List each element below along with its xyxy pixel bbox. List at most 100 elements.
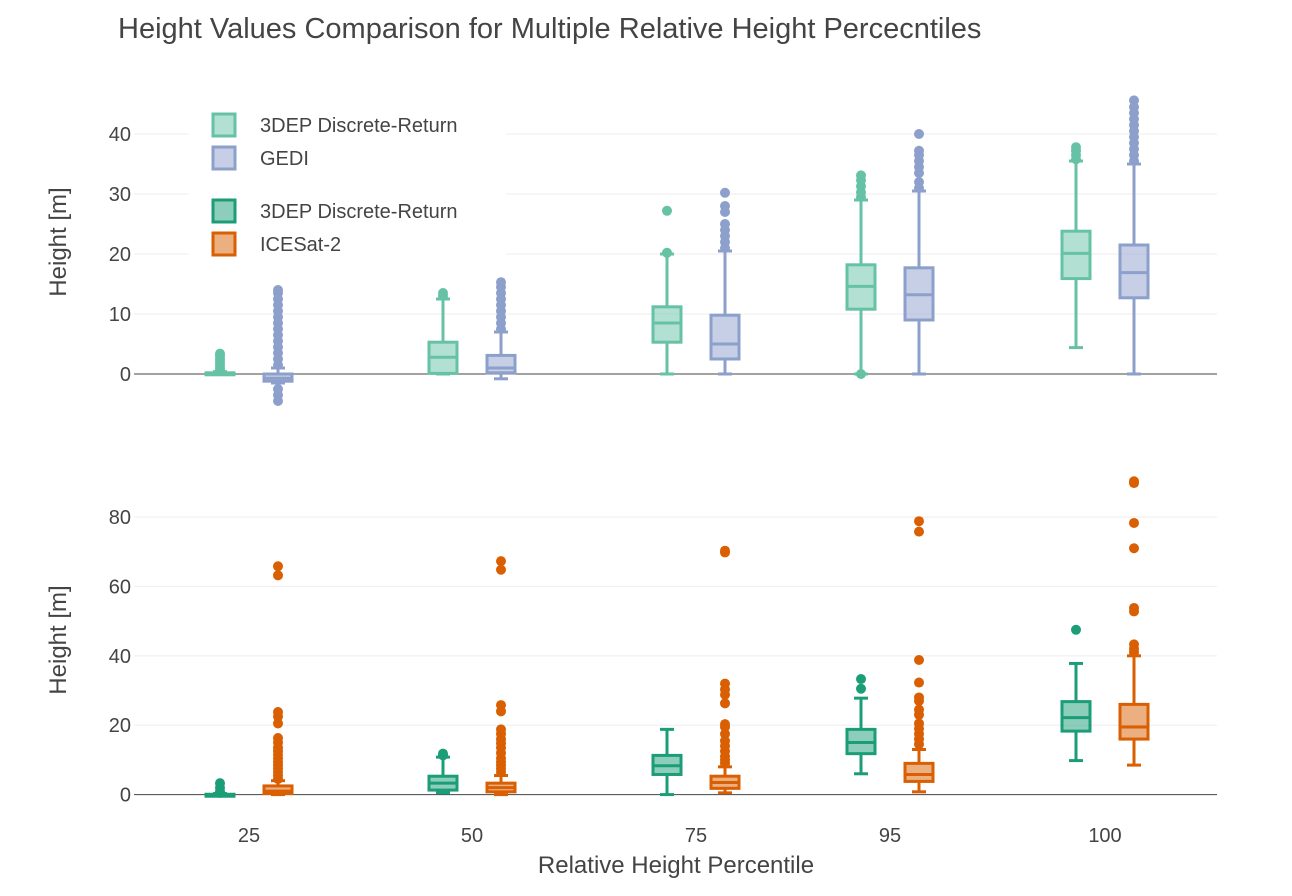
- y-tick-label: 0: [120, 785, 131, 807]
- outlier-point: [1129, 476, 1139, 487]
- box-icesat-25: [262, 561, 294, 797]
- outlier-point: [438, 748, 448, 759]
- box-gedi-25: [262, 285, 294, 406]
- outlier-point: [914, 692, 924, 703]
- legend: 3DEP Discrete-Return GEDI 3DEP Discrete-Re…: [188, 98, 506, 268]
- outlier-point: [1129, 639, 1139, 650]
- x-tick-label: 100: [1088, 825, 1121, 847]
- box-gedi-50: [485, 277, 517, 381]
- outlier-point: [720, 219, 730, 229]
- box-dep_icesat-95: [845, 674, 877, 776]
- legend-swatch: [211, 112, 237, 138]
- y-axis-title-bottom: Height [m]: [45, 585, 72, 694]
- outlier-point: [914, 654, 924, 665]
- outlier-point: [856, 369, 866, 379]
- y-tick-label: 10: [109, 304, 131, 326]
- outlier-point: [1129, 95, 1139, 106]
- outlier-point: [273, 561, 283, 572]
- outlier-point: [273, 733, 283, 744]
- outlier-point: [273, 707, 283, 718]
- outlier-point: [496, 724, 506, 735]
- outlier-point: [720, 678, 730, 689]
- outlier-point: [720, 187, 730, 198]
- box-dep_icesat-100: [1060, 624, 1092, 763]
- box-icesat-100: [1118, 476, 1150, 767]
- y-tick-label: 20: [109, 715, 131, 737]
- outlier-point: [914, 129, 924, 139]
- tick-layer: 0 10 20 30 40 0 20 40 60 80 25 50 75 95 100: [109, 124, 1122, 847]
- legend-label: ICESat-2: [260, 234, 341, 256]
- outlier-point: [856, 674, 866, 685]
- outlier-point: [720, 719, 730, 730]
- box-gedi-95: [903, 129, 935, 376]
- outlier-point: [720, 201, 730, 211]
- outlier-point: [215, 348, 225, 359]
- x-tick-label: 95: [879, 825, 901, 847]
- x-tick-label: 50: [461, 825, 483, 847]
- outlier-point: [914, 145, 924, 156]
- outlier-point: [914, 177, 924, 187]
- box-icesat-50: [485, 556, 517, 797]
- outlier-point: [914, 677, 924, 688]
- chart-title: Height Values Comparison for Multiple Re…: [118, 13, 981, 45]
- outlier-point: [662, 247, 672, 258]
- outlier-point: [856, 683, 866, 694]
- outlier-point: [273, 718, 283, 729]
- outlier-point: [1071, 624, 1081, 635]
- outlier-point: [273, 285, 283, 295]
- box-icesat-75: [709, 545, 741, 795]
- y-tick-label: 40: [109, 124, 131, 146]
- outlier-point: [438, 288, 448, 298]
- y-tick-label: 40: [109, 646, 131, 668]
- box-icesat-95: [903, 516, 935, 794]
- outlier-point: [215, 778, 225, 789]
- outlier-point: [662, 205, 672, 216]
- legend-swatch: [211, 145, 237, 171]
- outlier-point: [720, 698, 730, 709]
- outlier-point: [720, 735, 730, 746]
- legend-swatch: [211, 231, 237, 257]
- outlier-point: [914, 718, 924, 729]
- outlier-point: [914, 704, 924, 715]
- box-body: [903, 761, 935, 783]
- box-dep_gedi-75: [651, 205, 683, 376]
- box-dep_gedi-50: [427, 288, 459, 376]
- legend-background: [188, 98, 506, 268]
- box-dep_icesat-50: [427, 748, 459, 795]
- box-dep_icesat-75: [651, 727, 683, 797]
- outlier-point: [720, 545, 730, 556]
- outlier-point: [496, 556, 506, 567]
- outlier-point: [496, 700, 506, 711]
- y-axis-title-top: Height [m]: [45, 187, 72, 296]
- box-dep_gedi-100: [1060, 142, 1092, 350]
- legend-label: 3DEP Discrete-Return: [260, 115, 457, 137]
- x-tick-label: 25: [238, 825, 260, 847]
- y-tick-label: 20: [109, 244, 131, 266]
- outlier-point: [273, 570, 283, 581]
- outlier-point: [1071, 142, 1081, 153]
- outlier-point: [914, 526, 924, 537]
- outlier-point: [856, 170, 866, 181]
- box-gedi-75: [709, 187, 741, 376]
- outlier-point: [1129, 602, 1139, 613]
- y-tick-label: 60: [109, 576, 131, 598]
- box-body: [485, 353, 517, 375]
- box-body: [709, 313, 741, 361]
- y-tick-label: 30: [109, 184, 131, 206]
- box-layer: [204, 95, 1150, 798]
- outlier-point: [914, 516, 924, 527]
- y-tick-label: 0: [120, 364, 131, 386]
- legend-swatch: [211, 198, 237, 224]
- y-tick-label: 80: [109, 507, 131, 529]
- outlier-point: [1129, 543, 1139, 554]
- box-body: [1118, 702, 1150, 741]
- outlier-point: [496, 564, 506, 575]
- legend-label: 3DEP Discrete-Return: [260, 201, 457, 223]
- box-gedi-100: [1118, 95, 1150, 376]
- outlier-point: [496, 277, 506, 288]
- outlier-point: [273, 384, 283, 394]
- outlier-point: [1129, 517, 1139, 528]
- box-dep_icesat-25: [204, 778, 236, 798]
- legend-label: GEDI: [260, 148, 309, 170]
